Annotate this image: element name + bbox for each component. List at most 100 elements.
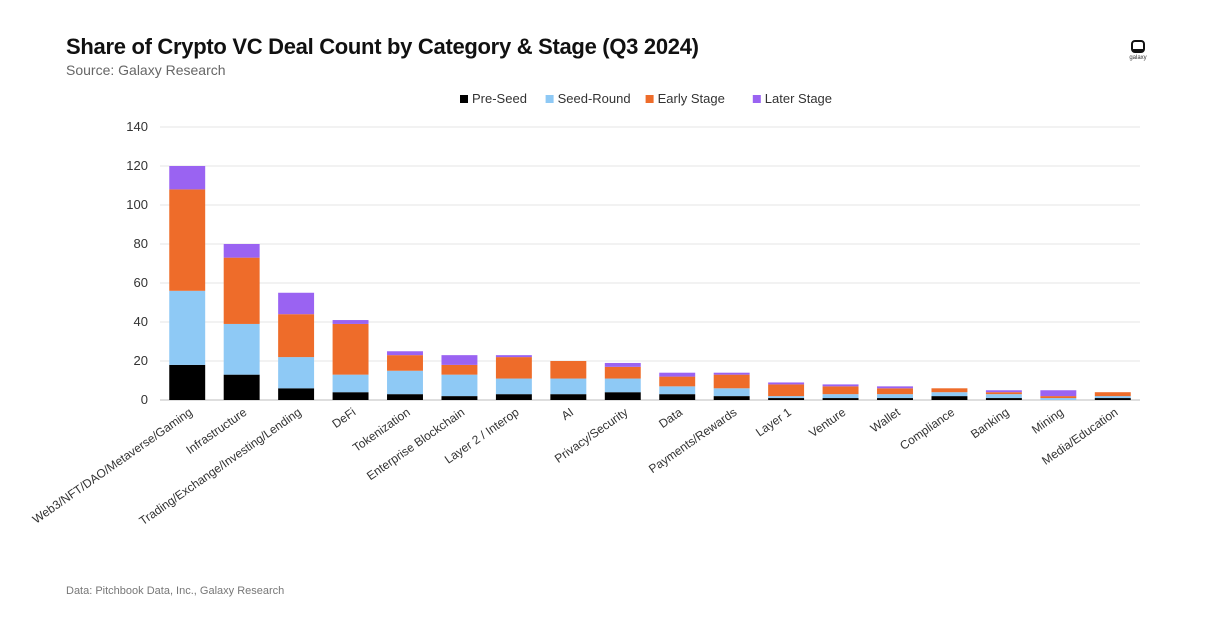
bar-early-stage bbox=[1094, 392, 1131, 397]
bar-early-stage bbox=[877, 388, 913, 395]
legend-label: Later Stage bbox=[765, 91, 832, 106]
bar-later-stage bbox=[223, 244, 260, 258]
y-tick-label: 20 bbox=[134, 353, 148, 368]
legend-swatch bbox=[460, 95, 468, 103]
bar-seed-round bbox=[877, 394, 913, 399]
x-tick-label: Data bbox=[656, 405, 685, 431]
bar-pre-seed bbox=[931, 396, 968, 400]
chart-subtitle: Source: Galaxy Research bbox=[66, 62, 226, 78]
chart-title: Share of Crypto VC Deal Count by Categor… bbox=[66, 34, 699, 59]
bar-seed-round bbox=[387, 370, 423, 395]
bar-early-stage bbox=[931, 388, 968, 393]
bar-later-stage bbox=[169, 166, 206, 190]
x-tick-label: Enterprise Blockchain bbox=[364, 405, 467, 483]
bar-pre-seed bbox=[169, 364, 206, 400]
y-tick-label: 140 bbox=[126, 119, 148, 134]
bar-seed-round bbox=[659, 386, 696, 395]
bar-later-stage bbox=[332, 320, 369, 324]
bar-later-stage bbox=[822, 384, 859, 387]
legend-swatch bbox=[752, 95, 761, 103]
bar-later-stage bbox=[713, 372, 750, 375]
bar-seed-round bbox=[1094, 396, 1131, 399]
bar-pre-seed bbox=[387, 394, 423, 400]
bar-later-stage bbox=[1040, 390, 1077, 397]
x-tick-label: Wallet bbox=[868, 405, 904, 436]
y-tick-label: 80 bbox=[134, 236, 148, 251]
bar-seed-round bbox=[550, 378, 587, 395]
bar-early-stage bbox=[713, 374, 750, 389]
bar-early-stage bbox=[1040, 396, 1077, 399]
bar-seed-round bbox=[768, 396, 805, 399]
bar-pre-seed bbox=[441, 396, 478, 400]
bar-later-stage bbox=[604, 362, 641, 367]
bar-early-stage bbox=[659, 376, 696, 387]
legend-swatch bbox=[545, 95, 554, 103]
bar-pre-seed bbox=[550, 394, 587, 400]
bar-early-stage bbox=[768, 384, 805, 397]
x-tick-label: DeFi bbox=[329, 405, 358, 431]
legend-label: Pre-Seed bbox=[472, 91, 527, 106]
galaxy-logo-icon bbox=[1131, 40, 1145, 53]
bar-early-stage bbox=[332, 323, 369, 375]
bar-later-stage bbox=[387, 351, 423, 356]
bar-seed-round bbox=[822, 394, 859, 399]
y-tick-label: 60 bbox=[134, 275, 148, 290]
legend-swatch bbox=[645, 95, 654, 103]
bar-seed-round bbox=[169, 290, 206, 365]
x-tick-label: Compliance bbox=[897, 405, 957, 453]
bar-early-stage bbox=[223, 257, 260, 324]
bar-seed-round bbox=[278, 357, 315, 389]
bar-early-stage bbox=[278, 314, 315, 358]
bar-pre-seed bbox=[495, 394, 532, 400]
logo-text: galaxy bbox=[1129, 55, 1147, 61]
x-tick-label: AI bbox=[559, 405, 576, 423]
bar-early-stage bbox=[985, 392, 1022, 395]
bar-later-stage bbox=[877, 386, 913, 389]
x-tick-label: Banking bbox=[968, 405, 1012, 441]
bar-later-stage bbox=[768, 382, 805, 385]
bar-early-stage bbox=[495, 357, 532, 379]
bar-pre-seed bbox=[822, 398, 859, 400]
bar-later-stage bbox=[441, 355, 478, 365]
bar-early-stage bbox=[387, 355, 423, 371]
legend-label: Seed-Round bbox=[558, 91, 631, 106]
bar-seed-round bbox=[495, 378, 532, 395]
bar-seed-round bbox=[332, 374, 369, 393]
y-tick-label: 40 bbox=[134, 314, 148, 329]
bar-pre-seed bbox=[768, 398, 805, 400]
bar-seed-round bbox=[604, 378, 641, 393]
bar-early-stage bbox=[550, 361, 587, 379]
bar-later-stage bbox=[495, 355, 532, 358]
bar-later-stage bbox=[659, 372, 696, 377]
bar-pre-seed bbox=[985, 398, 1022, 400]
legend-label: Early Stage bbox=[658, 91, 725, 106]
galaxy-logo: galaxy bbox=[1120, 40, 1156, 61]
bar-pre-seed bbox=[332, 392, 369, 400]
bar-early-stage bbox=[441, 364, 478, 375]
bar-early-stage bbox=[169, 189, 206, 291]
bar-pre-seed bbox=[659, 394, 696, 400]
bar-seed-round bbox=[931, 392, 968, 397]
bar-later-stage bbox=[278, 292, 315, 315]
bar-pre-seed bbox=[877, 398, 913, 400]
bar-pre-seed bbox=[278, 388, 315, 400]
y-tick-label: 100 bbox=[126, 197, 148, 212]
bar-seed-round bbox=[223, 323, 260, 375]
bar-early-stage bbox=[822, 386, 859, 395]
bar-seed-round bbox=[985, 394, 1022, 399]
x-tick-label: Venture bbox=[806, 405, 848, 440]
y-tick-label: 120 bbox=[126, 158, 148, 173]
bar-seed-round bbox=[713, 388, 750, 397]
bar-seed-round bbox=[441, 374, 478, 397]
x-tick-label: Layer 1 bbox=[753, 405, 794, 440]
footnote: Data: Pitchbook Data, Inc., Galaxy Resea… bbox=[66, 585, 285, 597]
bar-pre-seed bbox=[713, 396, 750, 400]
y-tick-label: 0 bbox=[141, 392, 148, 407]
x-tick-label: Mining bbox=[1029, 405, 1066, 437]
bar-pre-seed bbox=[604, 392, 641, 400]
bar-seed-round bbox=[1040, 398, 1077, 400]
bar-early-stage bbox=[604, 366, 641, 379]
bar-pre-seed bbox=[1094, 398, 1131, 400]
bar-pre-seed bbox=[223, 374, 260, 400]
